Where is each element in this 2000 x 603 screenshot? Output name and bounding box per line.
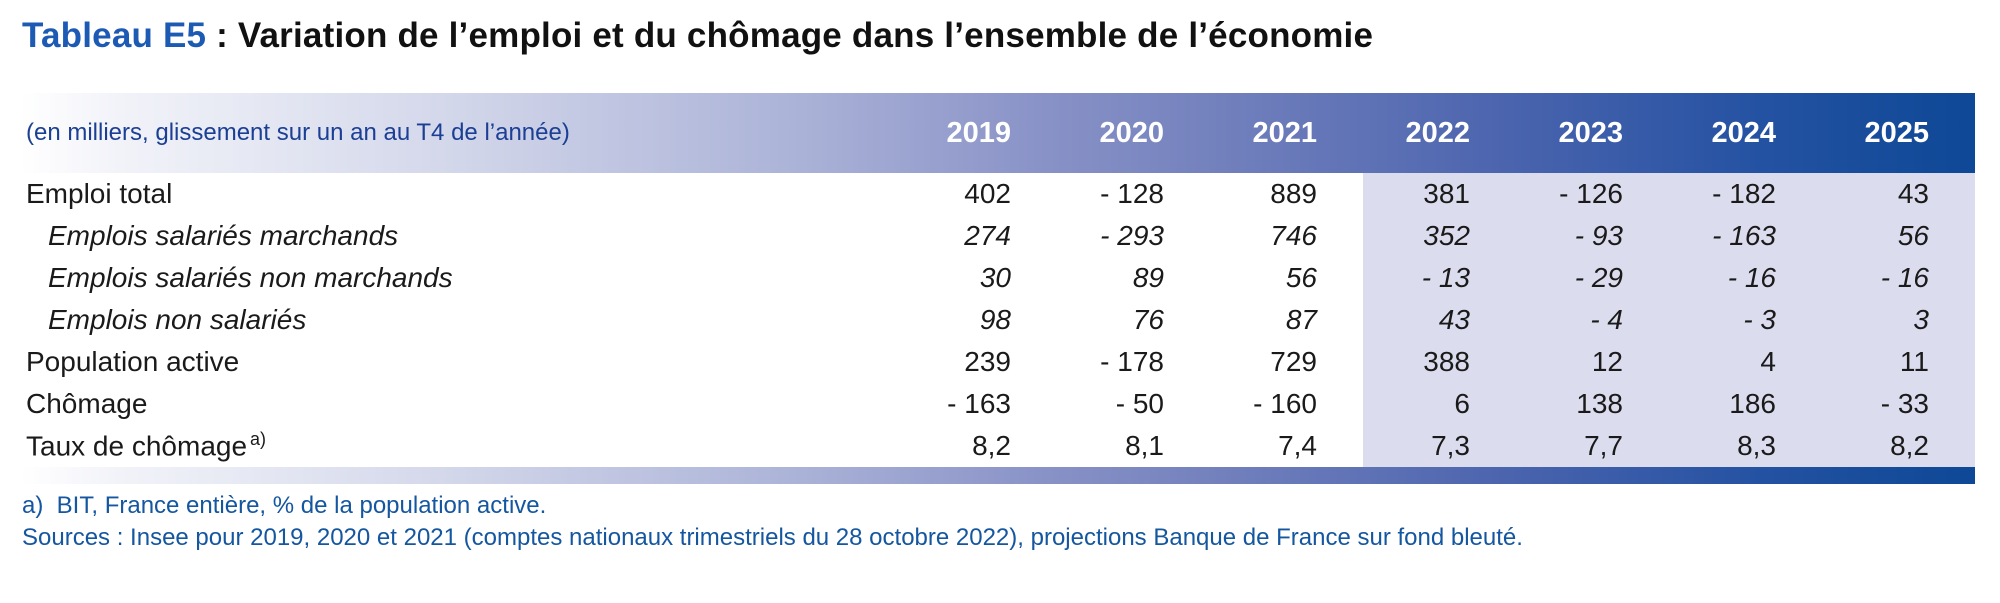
- value-2025: 3: [1822, 299, 1975, 341]
- value-2021: 889: [1270, 178, 1317, 209]
- table-row-emploi-total: Emploi total 402 - 128 889 381 - 126 - 1…: [20, 173, 1975, 215]
- value-2019: 98: [979, 304, 1011, 335]
- table-number: Tableau E5: [22, 16, 207, 55]
- value-2020: - 178: [1100, 346, 1164, 377]
- row-label-text: Taux de chômage: [26, 430, 248, 462]
- table-row-population-active: Population active 239 - 178 729 388 12 4…: [20, 341, 1975, 383]
- value-2020: 76: [1132, 304, 1164, 335]
- column-header-2023: 2023: [1558, 116, 1623, 149]
- value-2021: 87: [1285, 304, 1317, 335]
- value-2025: 11: [1822, 341, 1975, 383]
- value-2025: - 16: [1822, 257, 1975, 299]
- value-2019: 402: [964, 178, 1011, 209]
- value-2023: - 29: [1516, 257, 1669, 299]
- column-header-2022: 2022: [1405, 116, 1470, 149]
- value-2022: 388: [1363, 341, 1516, 383]
- value-2023: 12: [1516, 341, 1669, 383]
- value-2021: 746: [1270, 220, 1317, 251]
- row-label: Taux de chômage a): [20, 429, 904, 462]
- row-label: Chômage: [26, 388, 148, 419]
- value-2019: 8,2: [972, 430, 1011, 461]
- column-header-2020: 2020: [1099, 116, 1164, 149]
- table-header-row: (en milliers, glissement sur un an au T4…: [20, 93, 1975, 173]
- value-2024: 8,3: [1669, 425, 1822, 467]
- value-2022: 43: [1363, 299, 1516, 341]
- value-2023: - 93: [1516, 215, 1669, 257]
- row-label: Emploi total: [26, 178, 173, 209]
- column-header-2025: 2025: [1864, 116, 1929, 149]
- value-2019: 239: [964, 346, 1011, 377]
- column-header-2024: 2024: [1711, 116, 1776, 149]
- value-2019: 30: [979, 262, 1011, 293]
- employment-table: (en milliers, glissement sur un an au T4…: [20, 93, 1975, 484]
- value-2022: 352: [1363, 215, 1516, 257]
- table-row-taux-de-chomage: Taux de chômage a) 8,2 8,1 7,4 7,3 7,7 8,…: [20, 425, 1975, 467]
- column-header-2019: 2019: [946, 116, 1011, 149]
- value-2024: 4: [1669, 341, 1822, 383]
- value-2022: 381: [1363, 173, 1516, 215]
- value-2025: 56: [1822, 215, 1975, 257]
- value-2025: 8,2: [1822, 425, 1975, 467]
- value-2020: 8,1: [1125, 430, 1164, 461]
- table-title-text: : Variation de l’emploi et du chômage da…: [206, 16, 1374, 55]
- value-2022: - 13: [1363, 257, 1516, 299]
- value-2023: 7,7: [1516, 425, 1669, 467]
- table-row-emplois-non-salaries: Emplois non salariés 98 76 87 43 - 4 - 3…: [20, 299, 1975, 341]
- value-2025: - 33: [1822, 383, 1975, 425]
- value-2024: 186: [1669, 383, 1822, 425]
- value-2020: - 293: [1100, 220, 1164, 251]
- table-row-chomage: Chômage - 163 - 50 - 160 6 138 186 - 33: [20, 383, 1975, 425]
- value-2023: - 4: [1516, 299, 1669, 341]
- value-2021: 729: [1270, 346, 1317, 377]
- value-2024: - 3: [1669, 299, 1822, 341]
- value-2024: - 16: [1669, 257, 1822, 299]
- footnote-marker: a): [250, 429, 267, 450]
- table-bottom-band: [20, 467, 1975, 484]
- value-2025: 43: [1822, 173, 1975, 215]
- value-2021: - 160: [1253, 388, 1317, 419]
- value-2019: 274: [964, 220, 1011, 251]
- row-label: Emplois salariés marchands: [48, 220, 399, 251]
- row-label: Emplois salariés non marchands: [48, 262, 453, 293]
- column-header-2021: 2021: [1252, 116, 1317, 149]
- table-row-emplois-salaries-marchands: Emplois salariés marchands 274 - 293 746…: [20, 215, 1975, 257]
- unit-note: (en milliers, glissement sur un an au T4…: [26, 119, 570, 146]
- value-2021: 56: [1285, 262, 1317, 293]
- value-2019: - 163: [947, 388, 1011, 419]
- row-label: Emplois non salariés: [48, 304, 307, 335]
- page-title: Tableau E5 : Variation de l’emploi et du…: [22, 16, 1373, 56]
- sources-note: Sources : Insee pour 2019, 2020 et 2021 …: [22, 524, 1523, 551]
- value-2022: 6: [1363, 383, 1516, 425]
- value-2021: 7,4: [1278, 430, 1317, 461]
- value-2020: - 50: [1115, 388, 1164, 419]
- value-2022: 7,3: [1363, 425, 1516, 467]
- value-2024: - 163: [1669, 215, 1822, 257]
- value-2023: 138: [1516, 383, 1669, 425]
- value-2023: - 126: [1516, 173, 1669, 215]
- table-body: Emploi total 402 - 128 889 381 - 126 - 1…: [20, 173, 1975, 467]
- table-row-emplois-salaries-non-marchands: Emplois salariés non marchands 30 89 56 …: [20, 257, 1975, 299]
- value-2024: - 182: [1669, 173, 1822, 215]
- value-2020: - 128: [1100, 178, 1164, 209]
- value-2020: 89: [1132, 262, 1164, 293]
- footnote-a: a) BIT, France entière, % de la populati…: [22, 492, 547, 519]
- row-label: Population active: [26, 346, 240, 377]
